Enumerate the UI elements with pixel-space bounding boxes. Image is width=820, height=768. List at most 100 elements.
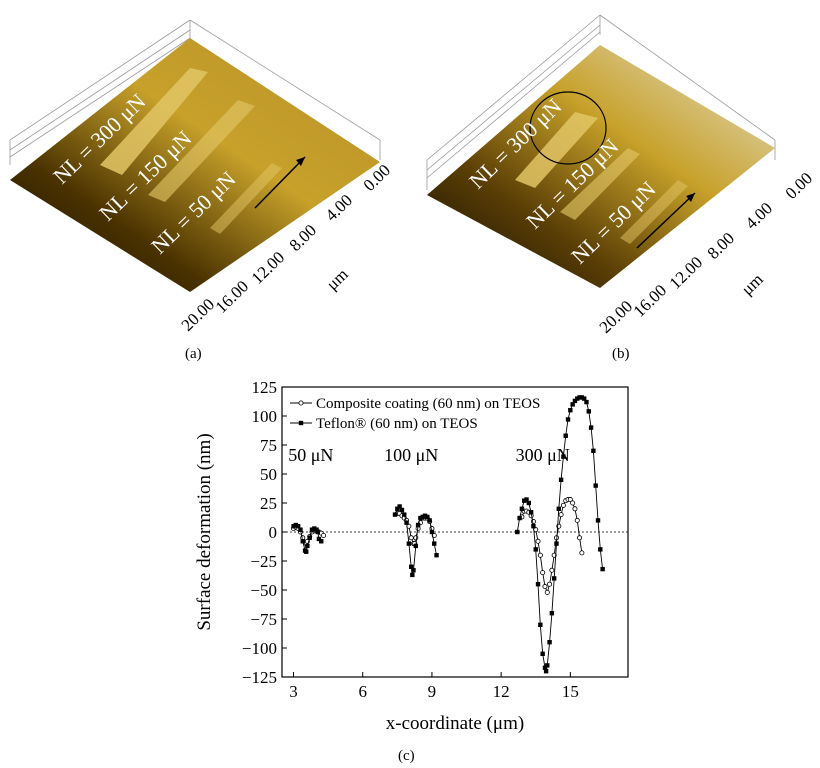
- data-point-square: [547, 640, 552, 645]
- data-point-square: [309, 527, 315, 532]
- axis-value-b-0: 0.00: [782, 169, 817, 203]
- axis-value-b-12: 12.00: [666, 253, 707, 293]
- data-point-circle: [544, 589, 550, 595]
- data-point-square: [533, 547, 538, 552]
- data-point-square: [524, 497, 529, 502]
- arrow-head-b: [686, 193, 695, 202]
- y-axis-title: Surface deformation (nm): [194, 433, 215, 630]
- panel-label-b: (b): [612, 346, 630, 362]
- data-point-square: [568, 408, 573, 413]
- legend-marker-square: [298, 420, 304, 426]
- y-tick-label: −125: [242, 668, 277, 687]
- y-tick-label: 0: [269, 523, 278, 542]
- data-point-square: [402, 512, 407, 517]
- data-point-square: [406, 541, 412, 546]
- x-tick-label: 3: [289, 682, 298, 701]
- data-point-circle: [537, 552, 543, 558]
- y-tick-label: 100: [252, 407, 278, 426]
- data-point-circle: [574, 517, 580, 523]
- x-tick-label: 12: [493, 682, 510, 701]
- y-tick-label: −100: [242, 639, 277, 658]
- load-annotation: 300 μN: [516, 445, 570, 465]
- axis-unit-a: μm: [323, 265, 352, 294]
- data-point-square: [519, 506, 525, 511]
- series-teflon: [291, 395, 605, 674]
- y-tick-label: 25: [260, 494, 277, 513]
- data-point-square: [584, 399, 589, 405]
- data-point-square: [565, 417, 571, 422]
- bounding-box-a: [9, 19, 381, 165]
- data-point-square: [575, 396, 580, 401]
- afm-surface-b: [427, 45, 775, 288]
- data-point-square: [305, 543, 310, 549]
- data-point-square: [415, 522, 421, 528]
- data-point-square: [429, 529, 435, 535]
- data-point-square: [528, 510, 534, 515]
- data-point-circle: [579, 550, 585, 556]
- afm-panel-a: NL = 300 μN NL = 150 μN NL = 50 μN 0.00 …: [9, 19, 394, 362]
- data-point-square: [395, 506, 400, 511]
- data-point-square: [577, 395, 582, 400]
- annotation-layer: 50 μN 100 μN 300 μN: [288, 445, 569, 465]
- axis-value-a-16: 16.00: [212, 277, 253, 317]
- data-point-square: [570, 402, 575, 407]
- data-point-square: [404, 520, 409, 525]
- data-point-circle: [560, 502, 566, 508]
- data-point-square: [572, 398, 578, 404]
- data-point-square: [591, 448, 596, 453]
- y-tick-label: 50: [260, 465, 277, 484]
- y-tick-label: −25: [250, 552, 277, 571]
- data-point-square: [434, 553, 439, 558]
- data-point-square: [304, 549, 309, 554]
- data-point-circle: [567, 497, 573, 503]
- data-point-square: [593, 483, 598, 488]
- data-point-square: [293, 522, 299, 528]
- data-point-square: [291, 524, 296, 529]
- scratch-tracks-a: [100, 68, 282, 234]
- axis-value-a-8: 8.00: [286, 221, 321, 255]
- data-point-square: [543, 669, 549, 674]
- data-point-square: [295, 524, 301, 529]
- data-point-square: [307, 535, 312, 540]
- data-point-square: [413, 543, 418, 549]
- arrow-head-a: [296, 157, 305, 166]
- data-point-square: [397, 504, 402, 509]
- axis-value-a-12: 12.00: [248, 248, 289, 288]
- panel-label-a: (a): [185, 346, 202, 362]
- data-point-square: [595, 518, 601, 523]
- series-layer: [291, 395, 605, 674]
- pileup-circle: [529, 91, 607, 165]
- y-tick-label: 125: [252, 378, 278, 397]
- data-point-circle: [572, 506, 578, 512]
- legend-entry: Composite coating (60 nm) on TEOS: [316, 396, 540, 412]
- data-point-square: [551, 576, 557, 581]
- bounding-box-b: [426, 14, 776, 190]
- data-point-square: [588, 425, 594, 430]
- data-point-square: [300, 539, 305, 544]
- data-point-square: [581, 396, 587, 401]
- data-point-square: [432, 541, 437, 546]
- data-point-circle: [558, 512, 564, 518]
- data-point-square: [598, 547, 603, 552]
- data-point-square: [535, 582, 541, 587]
- data-point-square: [526, 500, 532, 506]
- data-point-square: [312, 526, 317, 531]
- data-point-square: [314, 527, 319, 532]
- x-tick-label: 15: [562, 682, 579, 701]
- data-point-square: [315, 529, 320, 535]
- deformation-chart: 125 100 75 50 25 0 −25 −50 −75 −100 −125 3 6 9 12 15 50…: [194, 378, 629, 764]
- data-point-square: [422, 513, 428, 518]
- data-point-square: [600, 566, 605, 572]
- series-line: [516, 396, 604, 673]
- data-point-square: [554, 541, 559, 546]
- data-point-square: [545, 663, 550, 668]
- y-tick-label: −75: [250, 610, 277, 629]
- data-point-square: [561, 454, 566, 459]
- data-point-square: [586, 409, 591, 414]
- y-tick-label: 75: [260, 436, 277, 455]
- data-point-square: [538, 622, 543, 627]
- data-point-square: [579, 395, 585, 400]
- data-point-square: [517, 515, 522, 521]
- legend-entry: Teflon® (60 nm) on TEOS: [316, 416, 478, 432]
- data-point-circle: [408, 535, 414, 541]
